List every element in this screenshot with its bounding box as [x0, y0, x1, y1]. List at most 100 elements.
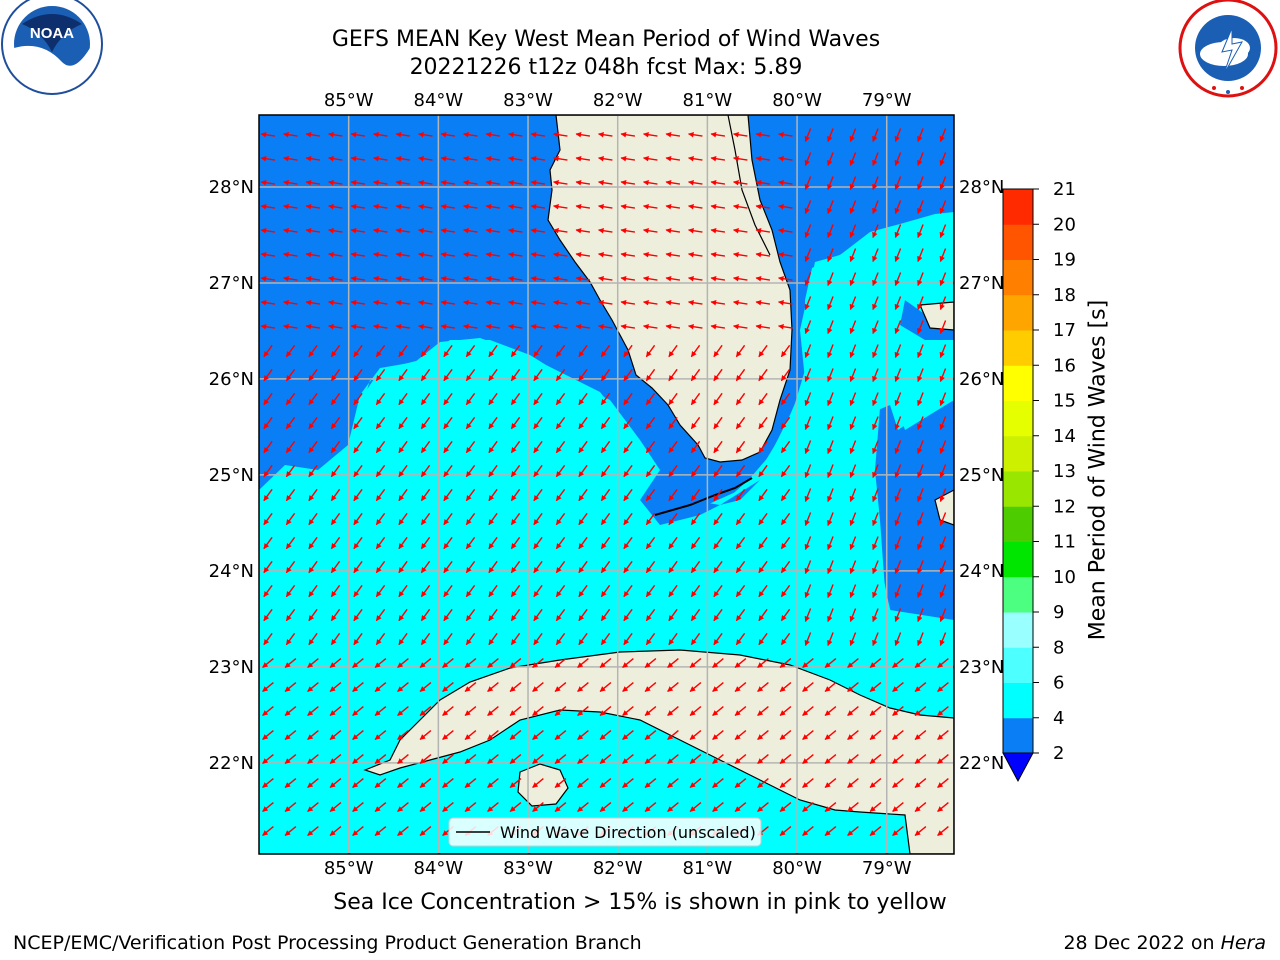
wave-direction-arrow [849, 320, 857, 335]
wave-direction-arrow [488, 464, 498, 478]
wave-direction-arrow [939, 392, 947, 407]
wave-direction-arrow [623, 488, 633, 502]
wave-direction-arrow [463, 131, 478, 138]
lon-tick-label-bottom: 83°W [503, 858, 553, 879]
wave-direction-arrow [917, 488, 924, 503]
wave-direction-arrow [485, 299, 501, 306]
wave-direction-arrow [330, 536, 341, 550]
colorbar-swatch [1003, 682, 1033, 719]
wave-direction-arrow [689, 657, 702, 669]
wave-direction-arrow [894, 344, 902, 359]
wave-direction-arrow [350, 251, 366, 258]
colorbar-swatch [1003, 717, 1033, 754]
wave-direction-arrow [939, 608, 947, 623]
lat-tick-label-right: 24°N [959, 561, 1004, 582]
wave-direction-arrow [488, 368, 498, 382]
wave-direction-arrow [350, 299, 366, 306]
wave-direction-arrow [643, 131, 658, 138]
wave-direction-arrow [734, 801, 747, 813]
wave-direction-arrow [530, 275, 546, 282]
wave-direction-arrow [488, 488, 498, 502]
wave-direction-arrow [553, 155, 568, 162]
wave-direction-arrow [892, 777, 904, 789]
wave-direction-arrow [892, 729, 904, 741]
wave-direction-arrow [804, 536, 812, 551]
wave-direction-arrow [937, 729, 949, 741]
wave-direction-arrow [305, 227, 321, 234]
wave-direction-arrow [939, 344, 947, 359]
wave-direction-arrow [645, 560, 656, 574]
wave-direction-arrow [894, 464, 902, 479]
wave-direction-arrow [463, 227, 478, 234]
wave-direction-arrow [578, 368, 588, 382]
map-area [259, 115, 954, 854]
wave-direction-arrow [283, 251, 298, 258]
wave-direction-arrow [758, 488, 768, 502]
wave-direction-arrow [665, 299, 681, 306]
wave-direction-arrow [575, 251, 591, 258]
wave-direction-arrow [578, 488, 588, 502]
wave-direction-arrow [598, 155, 613, 162]
wave-direction-arrow [577, 657, 589, 669]
wave-direction-arrow [827, 440, 834, 455]
wave-direction-arrow [374, 825, 387, 837]
wave-direction-arrow [330, 416, 341, 430]
wave-direction-arrow [464, 729, 477, 741]
wave-direction-arrow [420, 536, 431, 550]
wave-direction-arrow [374, 777, 387, 789]
wave-direction-arrow [598, 251, 613, 258]
wave-direction-arrow [688, 203, 703, 210]
wave-direction-arrow [668, 368, 678, 382]
wave-direction-arrow [419, 657, 432, 669]
wave-direction-arrow [442, 801, 454, 813]
wave-direction-arrow [555, 368, 566, 382]
wave-direction-arrow [914, 801, 927, 813]
wave-direction-arrow [623, 512, 633, 526]
wave-direction-arrow [599, 729, 612, 741]
lat-tick-label-right: 27°N [959, 273, 1004, 294]
wave-direction-arrow [623, 344, 633, 358]
wave-direction-arrow [398, 608, 408, 622]
wave-direction-arrow [262, 729, 274, 741]
wave-direction-arrow [352, 825, 364, 837]
wave-direction-arrow [644, 777, 657, 789]
wave-direction-arrow [939, 488, 947, 503]
wave-direction-arrow [305, 179, 321, 186]
wave-direction-arrow [824, 825, 837, 837]
wave-direction-arrow [443, 344, 453, 358]
wave-direction-arrow [308, 632, 318, 646]
lon-tick-label-bottom: 81°W [683, 858, 733, 879]
wave-direction-arrow [827, 488, 834, 503]
wave-direction-arrow [260, 275, 276, 282]
wave-direction-arrow [869, 729, 882, 741]
wave-direction-arrow [688, 251, 703, 258]
wave-direction-arrow [734, 777, 747, 789]
wave-direction-arrow [508, 155, 523, 162]
colorbar-swatch [1003, 612, 1033, 648]
wave-direction-arrow [308, 344, 318, 358]
wave-direction-arrow [872, 128, 879, 143]
wave-direction-arrow [510, 440, 521, 454]
wave-direction-arrow [509, 657, 522, 669]
wave-direction-arrow [329, 657, 342, 669]
wave-direction-arrow [397, 825, 409, 837]
wave-direction-arrow [577, 729, 589, 741]
wave-direction-arrow [598, 131, 613, 138]
wave-direction-arrow [353, 560, 363, 574]
wave-direction-arrow [285, 608, 296, 622]
wave-direction-arrow [397, 657, 409, 669]
wave-direction-arrow [623, 632, 633, 646]
wave-direction-arrow [847, 705, 859, 717]
wave-direction-arrow [308, 392, 318, 406]
wave-direction-arrow [758, 416, 768, 430]
wave-direction-arrow [757, 657, 769, 669]
wave-direction-arrow [688, 131, 703, 138]
wave-direction-arrow [285, 368, 296, 382]
wave-direction-arrow [733, 203, 748, 210]
wave-direction-arrow [668, 536, 678, 550]
wave-direction-arrow [802, 777, 814, 789]
wave-direction-arrow [508, 131, 523, 138]
wave-direction-arrow [804, 224, 812, 239]
wave-direction-arrow [734, 753, 747, 765]
